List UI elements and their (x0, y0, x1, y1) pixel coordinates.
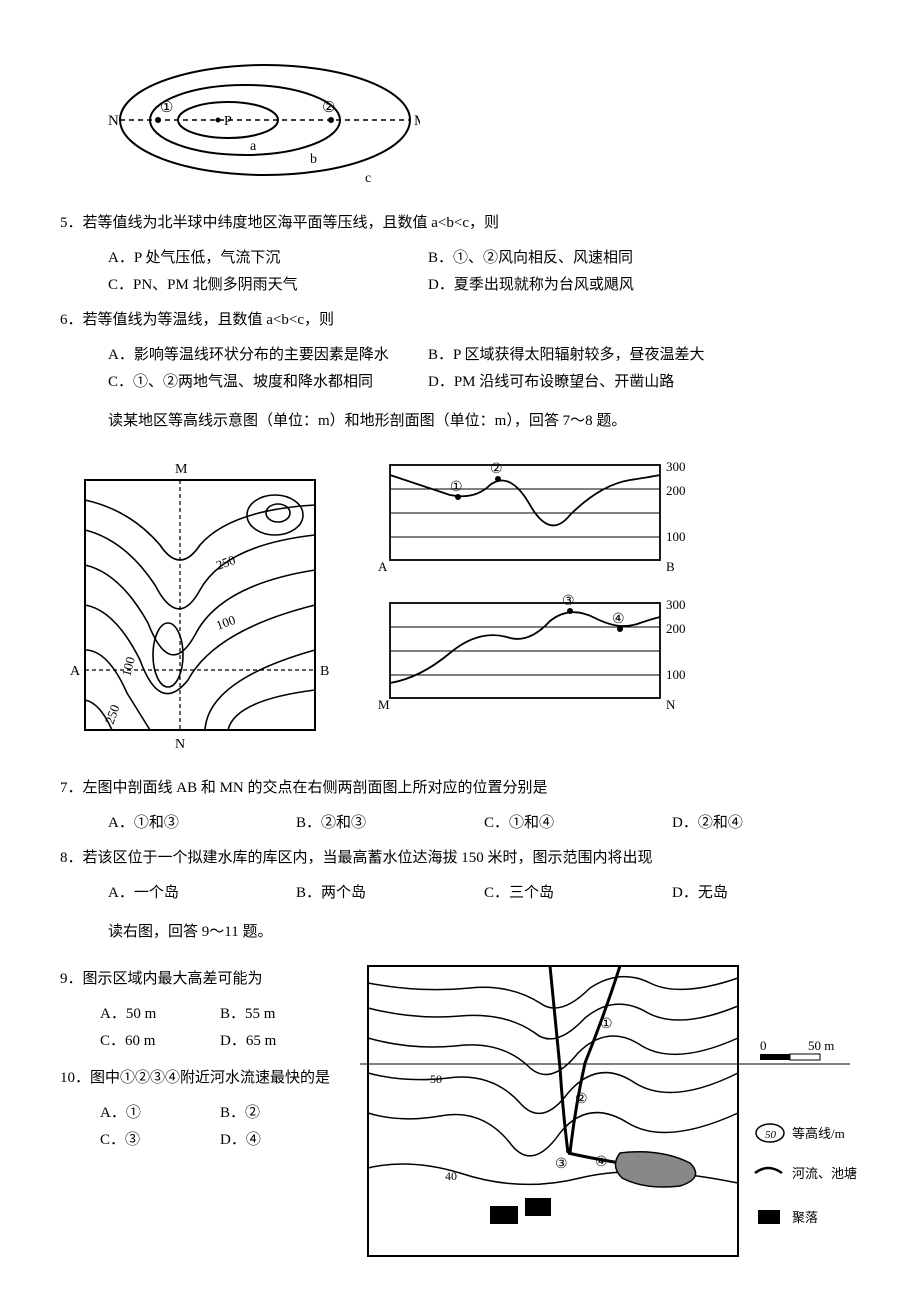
q9-row1: A．50 m B．55 m (100, 1001, 340, 1028)
q5-A: A．P 处气压低，气流下沉 (108, 245, 428, 272)
svg-text:②: ② (490, 462, 503, 477)
q9-text: 9．图示区域内最大高差可能为 (60, 966, 340, 993)
svg-text:0: 0 (760, 1038, 767, 1053)
svg-text:50 m: 50 m (808, 1038, 834, 1053)
q10-row2: C．③ D．④ (100, 1127, 340, 1154)
q10-row1: A．① B．② (100, 1100, 340, 1127)
q9-10-left: 9．图示区域内最大高差可能为 A．50 m B．55 m C．60 m D．65… (60, 958, 340, 1154)
q9-A: A．50 m (100, 1001, 220, 1028)
instruction-7-8: 读某地区等高线示意图（单位：m）和地形剖面图（单位：m），回答 7～8 题。 (108, 408, 860, 435)
svg-text:40: 40 (445, 1169, 457, 1183)
q8-A: A．一个岛 (108, 880, 296, 907)
instruction-9-11: 读右图，回答 9～11 题。 (108, 919, 860, 946)
svg-text:300: 300 (666, 459, 686, 474)
q5-text: 5．若等值线为北半球中纬度地区海平面等压线，且数值 a<b<c，则 (60, 210, 860, 237)
svg-text:250: 250 (214, 552, 237, 573)
svg-text:③: ③ (562, 594, 575, 609)
svg-text:②: ② (322, 100, 335, 116)
q6-text: 6．若等值线为等温线，且数值 a<b<c，则 (60, 307, 860, 334)
q6-options-row1: A．影响等温线环状分布的主要因素是降水 B．P 区域获得太阳辐射较多，昼夜温差大 (108, 342, 860, 369)
profile-ab-svg: 300 200 100 A B ① ② (370, 455, 700, 575)
q8-C: C．三个岛 (484, 880, 672, 907)
q10-C: C．③ (100, 1127, 220, 1154)
q7-text: 7．左图中剖面线 AB 和 MN 的交点在右侧两剖面图上所对应的位置分别是 (60, 775, 860, 802)
figure-1-ellipses: N M P ① ② a b c (100, 50, 860, 190)
q6-options-row2: C．①、②两地气温、坡度和降水都相同 D．PM 沿线可布设瞭望台、开凿山路 (108, 369, 860, 396)
q10-B: B．② (220, 1100, 340, 1127)
q6-D: D．PM 沿线可布设瞭望台、开凿山路 (428, 369, 674, 396)
svg-text:A: A (378, 559, 388, 574)
svg-text:B: B (320, 664, 329, 679)
profile-column: 300 200 100 A B ① ② 300 200 100 M N ③ (370, 455, 700, 713)
svg-text:300: 300 (666, 597, 686, 612)
q10-A: A．① (100, 1100, 220, 1127)
svg-text:③: ③ (555, 1157, 568, 1172)
q9-B: B．55 m (220, 1001, 340, 1028)
svg-text:等高线/m: 等高线/m (792, 1126, 845, 1141)
figure-2-row: M N A B 250 100 100 250 300 200 100 A B … (60, 455, 860, 755)
svg-text:N: N (108, 113, 119, 129)
svg-text:④: ④ (595, 1155, 608, 1170)
svg-text:M: M (414, 113, 420, 129)
svg-text:100: 100 (666, 529, 686, 544)
svg-text:100: 100 (118, 655, 138, 678)
q7-B: B．②和③ (296, 810, 484, 837)
svg-text:M: M (175, 462, 188, 477)
q6-B: B．P 区域获得太阳辐射较多，昼夜温差大 (428, 342, 705, 369)
svg-text:B: B (666, 559, 675, 574)
svg-text:250: 250 (102, 703, 123, 726)
q9-row2: C．60 m D．65 m (100, 1028, 340, 1055)
profile-mn-svg: 300 200 100 M N ③ ④ (370, 593, 700, 713)
svg-text:①: ① (160, 100, 173, 116)
q8-D: D．无岛 (672, 880, 860, 907)
contour-map-svg: M N A B 250 100 100 250 (60, 455, 340, 755)
q8-B: B．两个岛 (296, 880, 484, 907)
q5-options-row1: A．P 处气压低，气流下沉 B．①、②风向相反、风速相同 (108, 245, 860, 272)
q7-A: A．①和③ (108, 810, 296, 837)
svg-text:A: A (70, 664, 81, 679)
svg-text:①: ① (600, 1017, 613, 1032)
q8-options: A．一个岛 B．两个岛 C．三个岛 D．无岛 (108, 880, 860, 907)
svg-text:P: P (224, 114, 232, 129)
svg-text:河流、池塘: 河流、池塘 (792, 1166, 857, 1181)
svg-text:a: a (250, 139, 257, 154)
svg-text:b: b (310, 152, 317, 167)
figure-3-river-map: 50 40 ① ② ③ ④ 0 50 m 50 等高线/m 河流、池塘 聚落 (360, 958, 860, 1268)
svg-text:c: c (365, 171, 371, 186)
q10-text: 10．图中①②③④附近河水流速最快的是 (60, 1065, 340, 1092)
q5-B: B．①、②风向相反、风速相同 (428, 245, 633, 272)
q6-A: A．影响等温线环状分布的主要因素是降水 (108, 342, 428, 369)
svg-text:N: N (666, 697, 676, 712)
q6-C: C．①、②两地气温、坡度和降水都相同 (108, 369, 428, 396)
svg-text:④: ④ (612, 612, 625, 627)
q9-10-row: 9．图示区域内最大高差可能为 A．50 m B．55 m C．60 m D．65… (60, 958, 860, 1268)
q7-options: A．①和③ B．②和③ C．①和④ D．②和④ (108, 810, 860, 837)
svg-text:100: 100 (214, 612, 237, 633)
q5-options-row2: C．PN、PM 北侧多阴雨天气 D．夏季出现就称为台风或飓风 (108, 272, 860, 299)
ellipse-svg: N M P ① ② a b c (100, 50, 420, 190)
svg-text:200: 200 (666, 621, 686, 636)
q10-D: D．④ (220, 1127, 340, 1154)
q8-text: 8．若该区位于一个拟建水库的库区内，当最高蓄水位达海拔 150 米时，图示范围内… (60, 845, 860, 872)
svg-text:50: 50 (430, 1072, 442, 1086)
svg-text:200: 200 (666, 483, 686, 498)
svg-text:50: 50 (765, 1129, 777, 1141)
q9-C: C．60 m (100, 1028, 220, 1055)
q5-D: D．夏季出现就称为台风或飓风 (428, 272, 634, 299)
q9-D: D．65 m (220, 1028, 340, 1055)
q5-C: C．PN、PM 北侧多阴雨天气 (108, 272, 428, 299)
svg-text:M: M (378, 697, 390, 712)
svg-text:①: ① (450, 480, 463, 495)
q7-D: D．②和④ (672, 810, 860, 837)
svg-text:100: 100 (666, 667, 686, 682)
q7-C: C．①和④ (484, 810, 672, 837)
svg-text:聚落: 聚落 (792, 1210, 818, 1225)
svg-text:N: N (175, 737, 185, 752)
svg-text:②: ② (575, 1092, 588, 1107)
